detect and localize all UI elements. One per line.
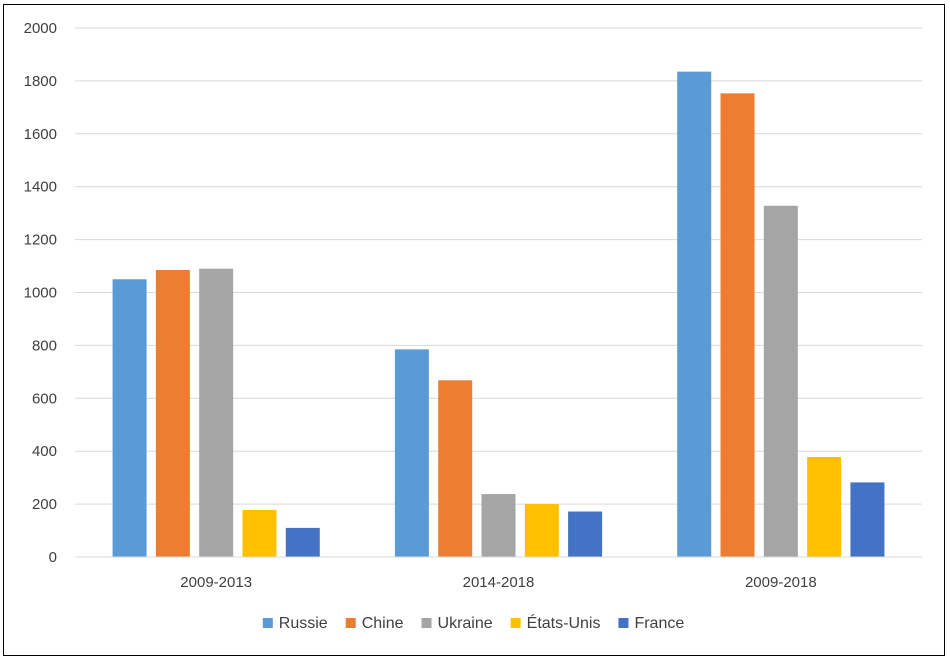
bars [112, 71, 885, 558]
bar-france-2009-2018 [850, 482, 885, 557]
bar-chine-2014-2018 [438, 380, 473, 557]
bar--tats-unis-2014-2018 [524, 504, 559, 557]
legend-label: États-Unis [527, 613, 601, 632]
legend-label: Ukraine [438, 615, 493, 632]
legend-item-chine: Chine [345, 615, 404, 632]
y-tick-label: 0 [49, 549, 57, 566]
x-tick-label: 2009-2013 [180, 574, 252, 591]
bar--tats-unis-2009-2018 [807, 457, 842, 557]
y-tick-label: 1200 [24, 232, 57, 249]
y-tick-label: 200 [32, 496, 57, 513]
y-tick-label: 1000 [24, 285, 57, 302]
legend-swatch [510, 618, 521, 628]
legend-item-ukraine: Ukraine [421, 615, 493, 632]
legend-item--tats-unis: États-Unis [510, 613, 601, 632]
bar-russie-2014-2018 [394, 349, 429, 557]
legend-swatch [421, 618, 432, 628]
legend-swatch [618, 618, 629, 628]
legend-label: Russie [279, 615, 328, 632]
y-axis-ticks: 0 200 400 600 800 1000 1200 1400 1600 1800 2000 [24, 20, 57, 566]
y-tick-label: 1600 [24, 126, 57, 143]
legend-label: France [634, 615, 684, 632]
y-tick-label: 1400 [24, 179, 57, 196]
legend-item-russie: Russie [262, 615, 328, 632]
bar--tats-unis-2009-2013 [242, 509, 277, 557]
legend-label: Chine [362, 615, 404, 632]
x-axis-ticks: 2009-2013 2014-2018 2009-2018 [180, 574, 816, 591]
x-tick-label: 2014-2018 [463, 574, 535, 591]
bar-france-2009-2013 [285, 527, 320, 557]
y-tick-label: 600 [32, 390, 57, 407]
bar-ukraine-2009-2018 [763, 205, 798, 557]
x-tick-label: 2009-2018 [745, 574, 817, 591]
bar-ukraine-2009-2013 [199, 268, 234, 557]
y-tick-label: 2000 [24, 20, 57, 37]
y-tick-label: 1800 [24, 73, 57, 90]
bar-chine-2009-2013 [155, 270, 190, 557]
legend-item-france: France [618, 615, 684, 632]
y-tick-label: 800 [32, 337, 57, 354]
legend: Russie Chine Ukraine États-Unis France [262, 613, 684, 632]
bar-chine-2009-2018 [720, 93, 755, 558]
bar-russie-2009-2013 [112, 279, 147, 557]
bar-france-2014-2018 [568, 511, 603, 557]
legend-swatch [345, 618, 356, 628]
y-tick-label: 400 [32, 443, 57, 460]
bar-russie-2009-2018 [677, 71, 712, 557]
legend-swatch [262, 618, 273, 628]
bar-ukraine-2014-2018 [481, 494, 516, 557]
